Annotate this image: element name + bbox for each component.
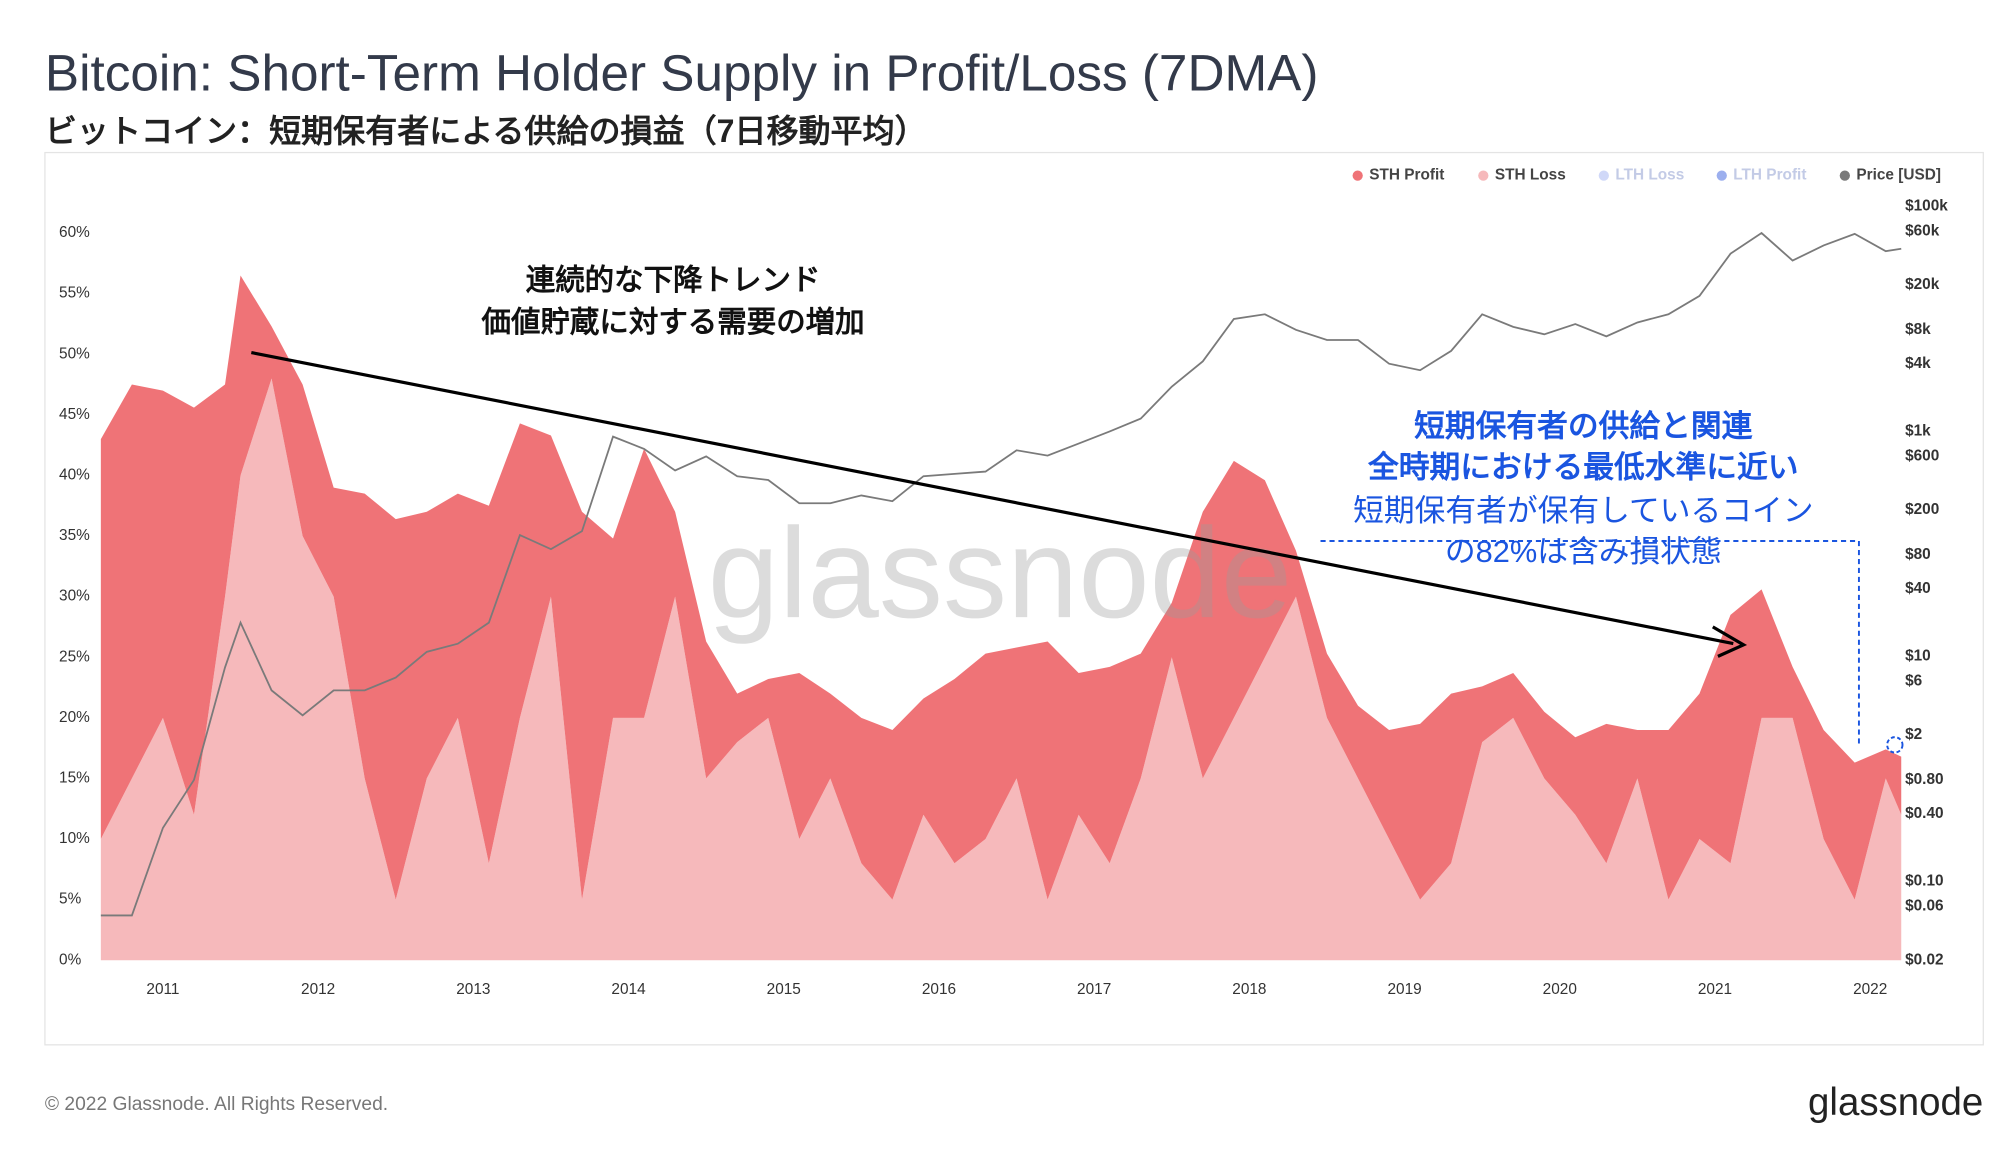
chart-frame	[44, 151, 1984, 1046]
price-line	[100, 231, 1902, 917]
x-tick-label: 2012	[301, 981, 335, 998]
y2-tick-label: $6	[1905, 673, 1922, 690]
legend-marker	[1352, 170, 1363, 181]
legend-marker	[1839, 170, 1850, 181]
logo: glassnode	[1808, 1081, 1983, 1124]
y-tick-label: 5%	[59, 891, 82, 908]
x-tick-label: 2011	[146, 981, 179, 998]
y2-tick-label: $10	[1905, 648, 1931, 665]
legend-marker	[1716, 170, 1727, 181]
annotation: 全時期における最低水準に近い	[1367, 449, 1799, 484]
y2-tick-label: $1k	[1905, 423, 1931, 440]
annotation: 短期保有者が保有しているコイン	[1353, 493, 1813, 528]
y2-tick-label: $20k	[1905, 276, 1940, 293]
watermark: glassnode	[708, 502, 1292, 645]
area	[100, 378, 1902, 961]
annotation: 短期保有者の供給と関連	[1414, 408, 1753, 443]
y2-tick-label: $100k	[1905, 197, 1948, 214]
annotation: 価値貯蔵に対する需要の増加	[481, 305, 865, 339]
arrow-head	[1711, 625, 1748, 658]
legend-label: LTH Profit	[1733, 167, 1806, 184]
x-tick-label: 2018	[1232, 981, 1266, 998]
y-tick-label: 50%	[59, 345, 90, 362]
y2-tick-label: $0.06	[1905, 898, 1943, 915]
x-tick-label: 2019	[1387, 981, 1421, 998]
y2-tick-label: $60k	[1905, 222, 1940, 239]
annotation: 連続的な下降トレンド	[526, 264, 821, 297]
y-tick-label: 40%	[59, 467, 90, 484]
legend-label: LTH Loss	[1615, 167, 1684, 184]
x-tick-label: 2020	[1543, 981, 1577, 998]
y2-tick-label: $0.40	[1905, 805, 1943, 822]
x-tick-label: 2017	[1077, 981, 1111, 998]
plot-area	[100, 231, 1902, 961]
x-tick-label: 2016	[922, 981, 956, 998]
y-tick-label: 10%	[59, 830, 90, 847]
y2-tick-label: $40	[1905, 580, 1931, 597]
y2-tick-label: $600	[1905, 447, 1939, 464]
y2-tick-label: $200	[1905, 501, 1939, 518]
y-tick-label: 25%	[59, 648, 90, 665]
callout-circle	[1886, 736, 1904, 754]
callout-line	[1320, 540, 1860, 744]
area	[100, 275, 1902, 900]
y2-tick-label: $0.10	[1905, 873, 1943, 890]
legend-label: STH Loss	[1495, 167, 1566, 184]
y-tick-label: 45%	[59, 406, 90, 423]
x-tick-label: 2015	[767, 981, 801, 998]
y-tick-label: 20%	[59, 709, 90, 726]
trend-arrow	[251, 350, 1734, 646]
y-tick-label: 35%	[59, 527, 90, 544]
y2-tick-label: $80	[1905, 546, 1931, 563]
chart-title: Bitcoin: Short-Term Holder Supply in Pro…	[45, 44, 1319, 101]
y-tick-label: 15%	[59, 769, 90, 786]
y-tick-label: 55%	[59, 285, 90, 302]
x-tick-label: 2021	[1698, 981, 1732, 998]
y-tick-label: 30%	[59, 588, 90, 605]
y2-tick-label: $4k	[1905, 355, 1931, 372]
annotation: の82%は含み損状態	[1445, 534, 1722, 569]
x-tick-label: 2022	[1853, 981, 1887, 998]
legend-marker	[1598, 170, 1609, 181]
legend-label: Price [USD]	[1856, 167, 1941, 184]
y2-tick-label: $0.02	[1905, 951, 1943, 968]
x-tick-label: 2013	[456, 981, 490, 998]
y2-tick-label: $8k	[1905, 321, 1931, 338]
legend-label: STH Profit	[1369, 167, 1444, 184]
footer: © 2022 Glassnode. All Rights Reserved.	[45, 1094, 388, 1115]
y-tick-label: 60%	[59, 224, 90, 241]
y-tick-label: 0%	[59, 951, 82, 968]
chart-subtitle: ビットコイン：短期保有者による供給の損益（7日移動平均）	[45, 113, 927, 149]
x-tick-label: 2014	[611, 981, 646, 998]
y2-tick-label: $2	[1905, 726, 1922, 743]
y2-tick-label: $0.80	[1905, 771, 1943, 788]
legend-marker	[1478, 170, 1489, 181]
